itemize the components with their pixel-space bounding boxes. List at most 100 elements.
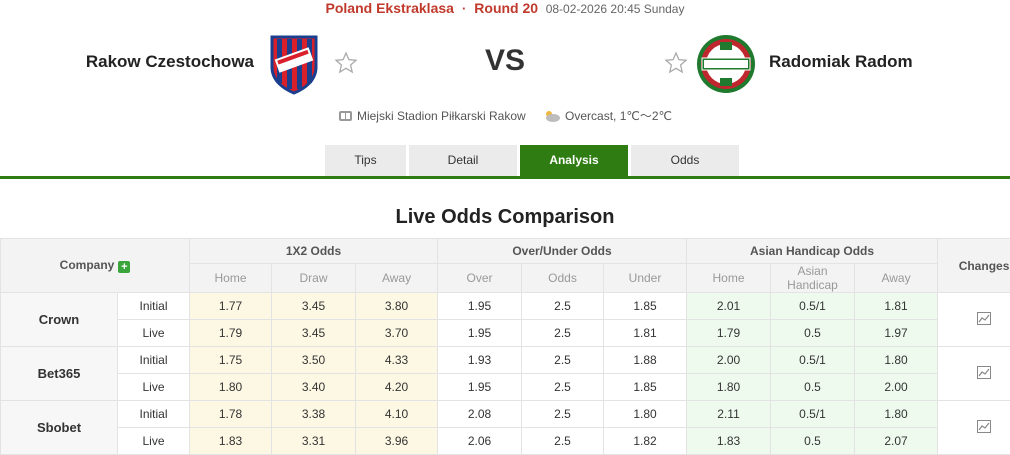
tab-detail[interactable]: Detail (409, 145, 517, 176)
draw-odds: 3.40 (272, 374, 356, 401)
add-company-icon[interactable]: + (118, 261, 130, 273)
overcast-icon (543, 109, 561, 123)
away-odds: 4.33 (356, 347, 438, 374)
odds-kind: Initial (118, 293, 190, 320)
ah-away-odds: 2.07 (855, 428, 938, 455)
under-odds: 1.88 (604, 347, 687, 374)
ah-line: 0.5 (771, 374, 855, 401)
home-odds: 1.75 (190, 347, 272, 374)
ah-away-odds: 1.81 (855, 293, 938, 320)
company-header: Company+ (1, 239, 190, 293)
over-odds: 1.95 (438, 374, 522, 401)
under-odds: 1.80 (604, 401, 687, 428)
company-name[interactable]: Crown (1, 293, 118, 347)
over-odds: 1.95 (438, 293, 522, 320)
ou-line: 2.5 (522, 401, 604, 428)
match-datetime: 08-02-2026 20:45 Sunday (546, 2, 685, 16)
match-header: Poland Ekstraklasa · Round 20 08-02-2026 2… (0, 0, 1010, 22)
subheader-under: Under (604, 264, 687, 293)
away-team-logo[interactable] (696, 34, 756, 94)
home-odds: 1.79 (190, 320, 272, 347)
ah-home-odds: 1.80 (687, 374, 771, 401)
odds-kind: Initial (118, 401, 190, 428)
ah-line: 0.5/1 (771, 293, 855, 320)
weather-text: Overcast, 1℃～2℃ (565, 109, 672, 123)
tab-analysis[interactable]: Analysis (520, 145, 628, 176)
home-odds: 1.80 (190, 374, 272, 401)
section-title: Live Odds Comparison (0, 206, 1010, 229)
home-odds: 1.78 (190, 401, 272, 428)
ou-line: 2.5 (522, 428, 604, 455)
ah-home-odds: 1.79 (687, 320, 771, 347)
ah-home-odds: 2.00 (687, 347, 771, 374)
subheader-home: Home (190, 264, 272, 293)
header-over-under: Over/Under Odds (438, 239, 687, 264)
subheader-asian-handicap: Asian Handicap (771, 264, 855, 293)
tab-tips[interactable]: Tips (325, 145, 406, 176)
away-odds: 3.70 (356, 320, 438, 347)
ah-line: 0.5/1 (771, 347, 855, 374)
round-label: Round 20 (474, 0, 538, 16)
odds-changes-chart-icon[interactable] (938, 293, 1010, 347)
under-odds: 1.82 (604, 428, 687, 455)
tab-odds[interactable]: Odds (631, 145, 739, 176)
venue-name: Miejski Stadion Piłkarski Rakow (357, 109, 526, 123)
under-odds: 1.81 (604, 320, 687, 347)
header-asian-handicap: Asian Handicap Odds (687, 239, 938, 264)
subheader-ah-away: Away (855, 264, 938, 293)
odds-changes-chart-icon[interactable] (938, 401, 1010, 455)
ah-home-odds: 2.11 (687, 401, 771, 428)
away-team-name[interactable]: Radomiak Radom (769, 52, 913, 72)
subheader-away: Away (356, 264, 438, 293)
header-1x2: 1X2 Odds (190, 239, 438, 264)
odds-kind: Live (118, 320, 190, 347)
ah-away-odds: 1.80 (855, 401, 938, 428)
draw-odds: 3.38 (272, 401, 356, 428)
away-odds: 3.80 (356, 293, 438, 320)
draw-odds: 3.50 (272, 347, 356, 374)
favorite-away-star-icon[interactable] (664, 51, 688, 75)
draw-odds: 3.45 (272, 293, 356, 320)
odds-changes-chart-icon[interactable] (938, 347, 1010, 401)
stadium-icon (338, 109, 353, 123)
odds-kind: Initial (118, 347, 190, 374)
subheader-over: Over (438, 264, 522, 293)
ah-line: 0.5/1 (771, 401, 855, 428)
odds-kind: Live (118, 428, 190, 455)
draw-odds: 3.45 (272, 320, 356, 347)
separator-dot: · (462, 1, 466, 16)
over-odds: 2.06 (438, 428, 522, 455)
away-odds: 4.20 (356, 374, 438, 401)
weather-group: Overcast, 1℃～2℃ (543, 109, 672, 123)
away-odds: 4.10 (356, 401, 438, 428)
match-tabs: Tips Detail Analysis Odds (325, 145, 742, 176)
league-link[interactable]: Poland Ekstraklasa (326, 0, 454, 16)
home-odds: 1.77 (190, 293, 272, 320)
ah-away-odds: 1.80 (855, 347, 938, 374)
under-odds: 1.85 (604, 374, 687, 401)
ou-line: 2.5 (522, 374, 604, 401)
tab-underline (0, 176, 1010, 179)
ou-line: 2.5 (522, 293, 604, 320)
subheader-ah-home: Home (687, 264, 771, 293)
company-name[interactable]: Sbobet (1, 401, 118, 455)
ou-line: 2.5 (522, 320, 604, 347)
over-odds: 1.95 (438, 320, 522, 347)
odds-kind: Live (118, 374, 190, 401)
home-odds: 1.83 (190, 428, 272, 455)
ah-line: 0.5 (771, 320, 855, 347)
venue-weather-row: Miejski Stadion Piłkarski Rakow Overcast… (0, 107, 1010, 124)
over-odds: 2.08 (438, 401, 522, 428)
ah-home-odds: 2.01 (687, 293, 771, 320)
ah-away-odds: 2.00 (855, 374, 938, 401)
ah-away-odds: 1.97 (855, 320, 938, 347)
draw-odds: 3.31 (272, 428, 356, 455)
under-odds: 1.85 (604, 293, 687, 320)
subheader-draw: Draw (272, 264, 356, 293)
company-name[interactable]: Bet365 (1, 347, 118, 401)
